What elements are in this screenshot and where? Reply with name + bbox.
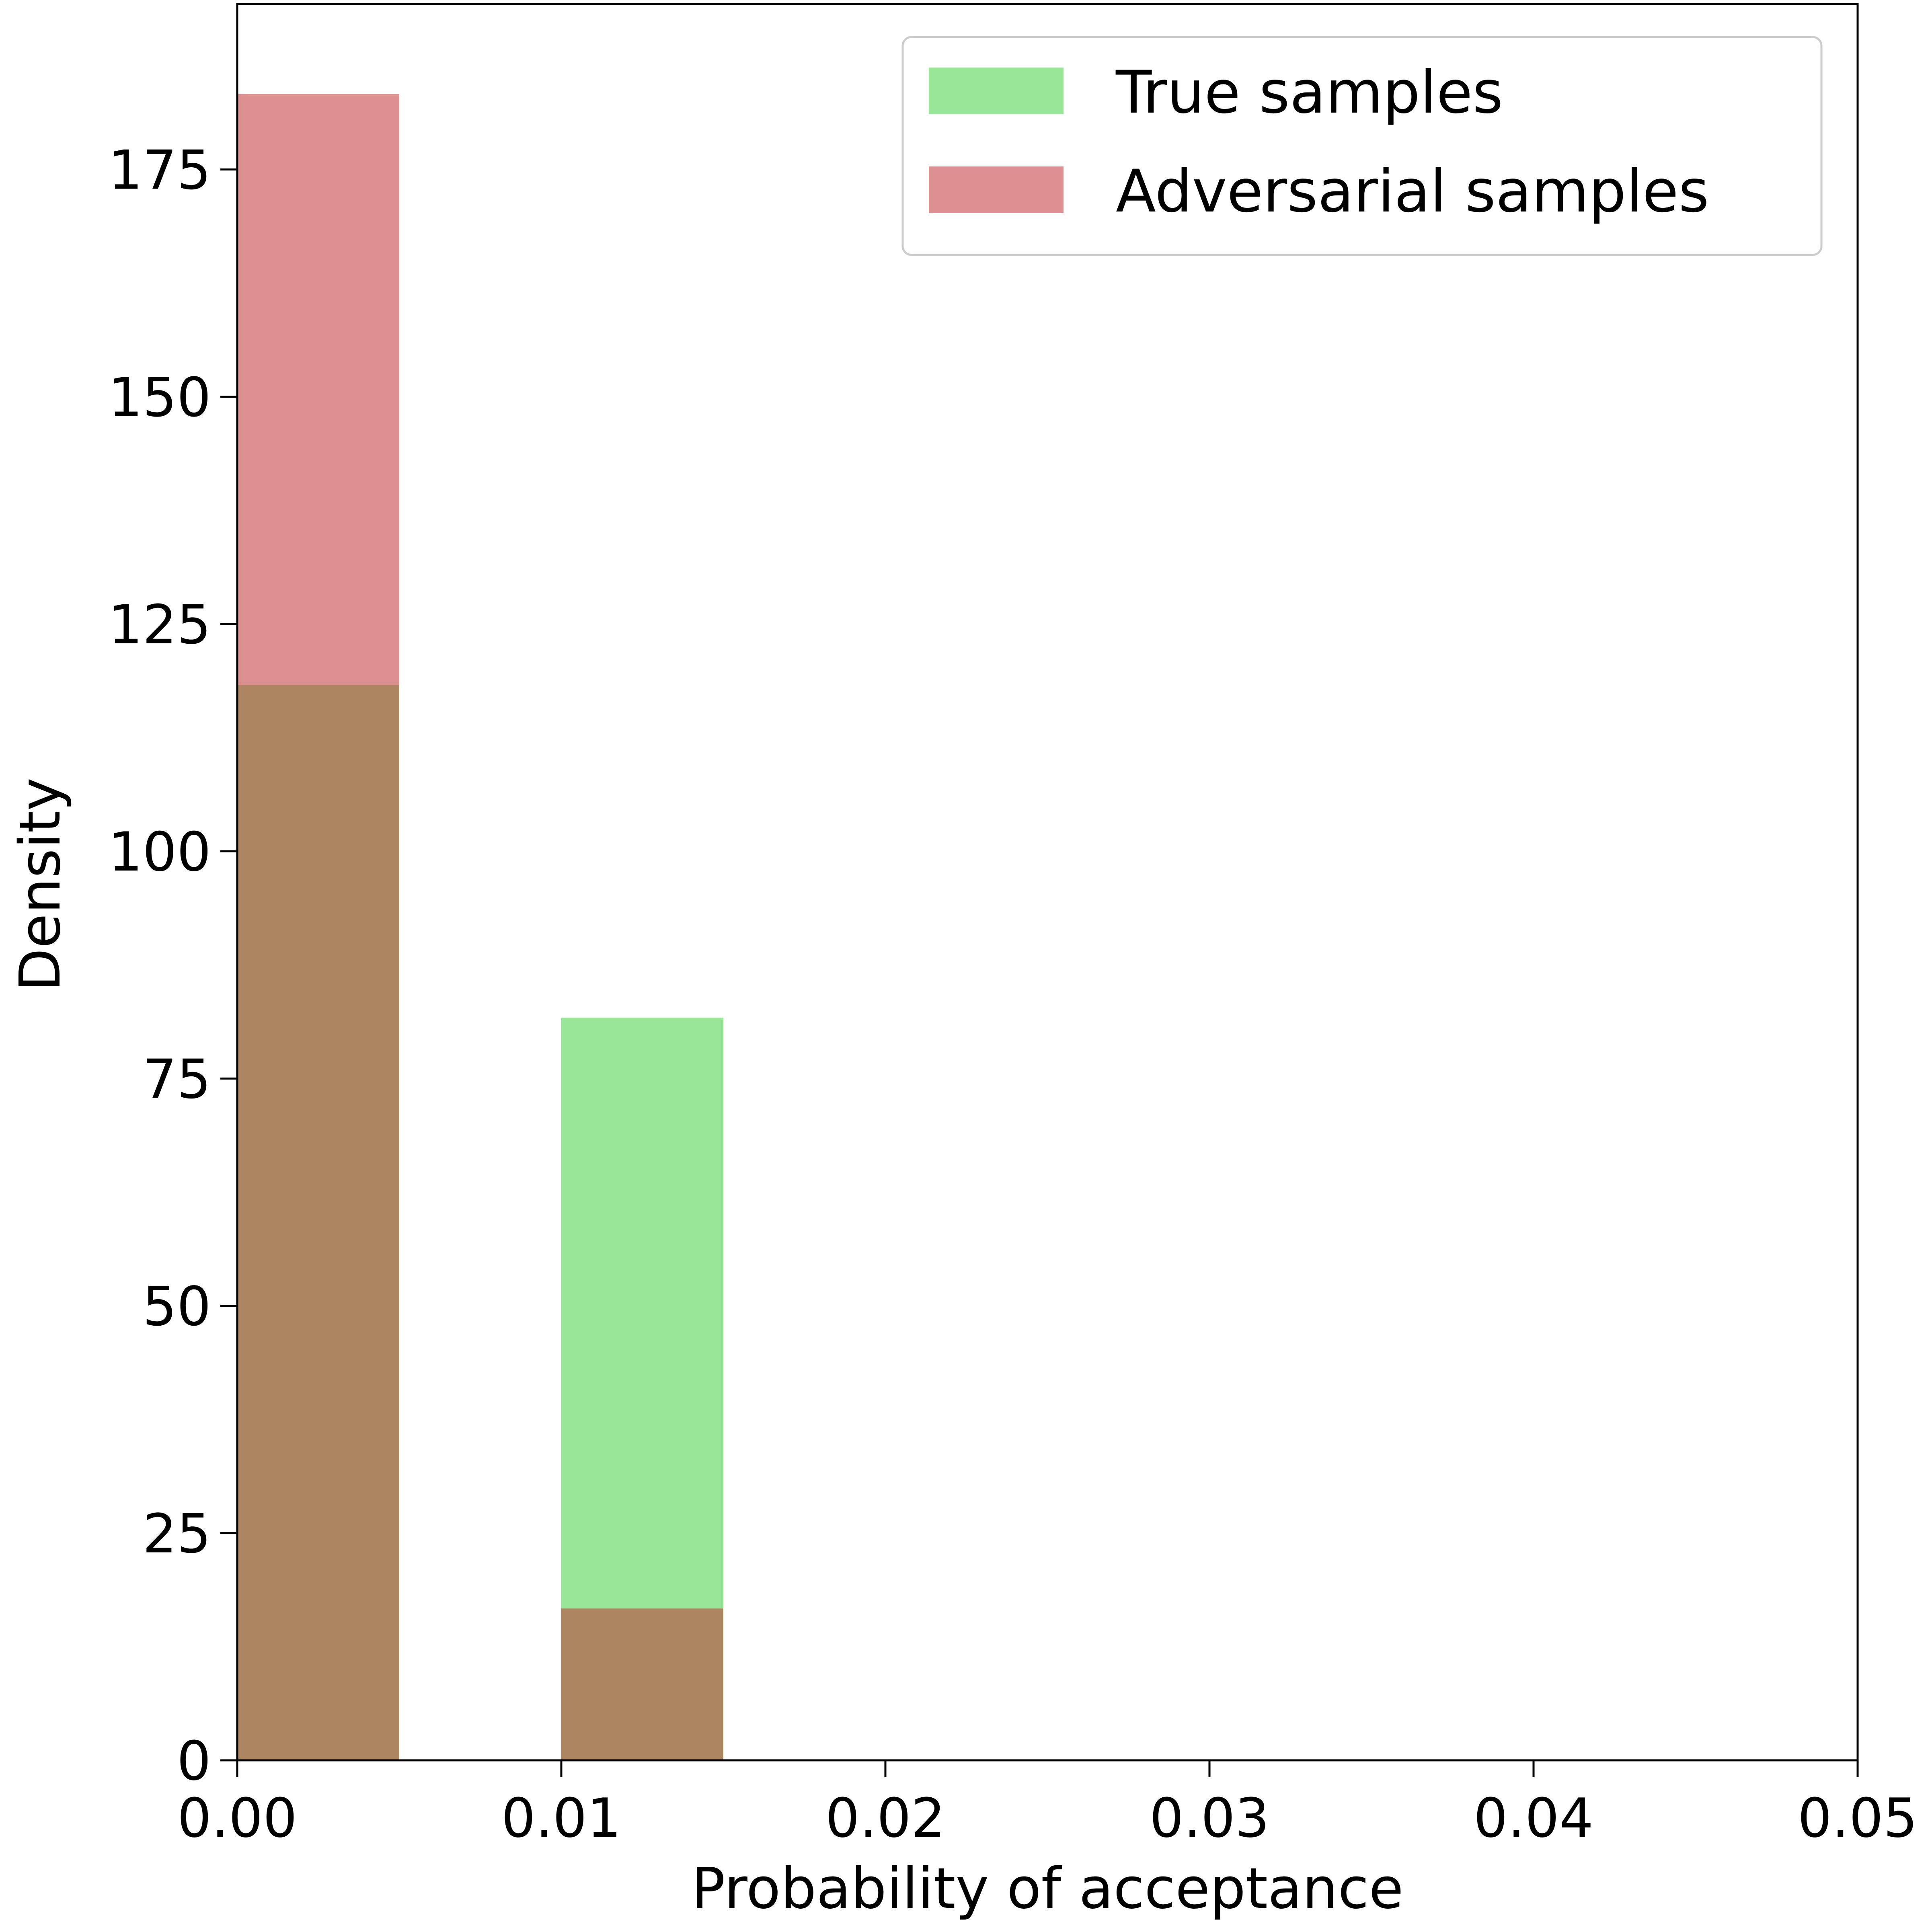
x-axis-ticks: 0.00 0.01 0.02 0.03 0.04 0.05 <box>177 1760 1918 1850</box>
bar-adversarial-samples-bin-2 <box>561 1608 723 1760</box>
legend-label-true-samples: True samples <box>1115 58 1503 127</box>
x-tick-label: 0.02 <box>825 1787 945 1850</box>
y-tick-label: 125 <box>108 593 211 656</box>
bar-adversarial-samples-bin-0 <box>237 94 399 1760</box>
y-axis-ticks: 0 25 50 75 100 125 150 175 <box>108 139 237 1792</box>
x-axis-label: Probability of acceptance <box>691 1856 1403 1922</box>
legend-label-adversarial-samples: Adversarial samples <box>1116 157 1709 226</box>
x-tick-label: 0.03 <box>1150 1787 1269 1850</box>
plot-frame <box>236 3 1859 1762</box>
y-tick-label: 75 <box>142 1048 211 1111</box>
x-tick-label: 0.04 <box>1474 1787 1593 1850</box>
y-tick-label: 175 <box>108 139 211 201</box>
x-tick-label: 0.05 <box>1798 1787 1918 1850</box>
legend-frame <box>901 36 1823 256</box>
y-tick-label: 50 <box>142 1275 211 1338</box>
x-tick-label: 0.00 <box>177 1787 297 1850</box>
legend-swatch-true-samples <box>929 68 1064 114</box>
y-tick-label: 100 <box>108 821 211 883</box>
y-tick-label: 25 <box>142 1503 211 1565</box>
x-tick-label: 0.01 <box>501 1787 621 1850</box>
y-axis-label: Density <box>8 778 73 992</box>
bars-layer <box>237 94 723 1760</box>
y-tick-label: 0 <box>177 1730 211 1792</box>
y-tick-label: 150 <box>108 366 211 429</box>
legend: True samples Adversarial samples <box>901 36 1823 256</box>
legend-swatch-adversarial-samples <box>929 166 1064 213</box>
